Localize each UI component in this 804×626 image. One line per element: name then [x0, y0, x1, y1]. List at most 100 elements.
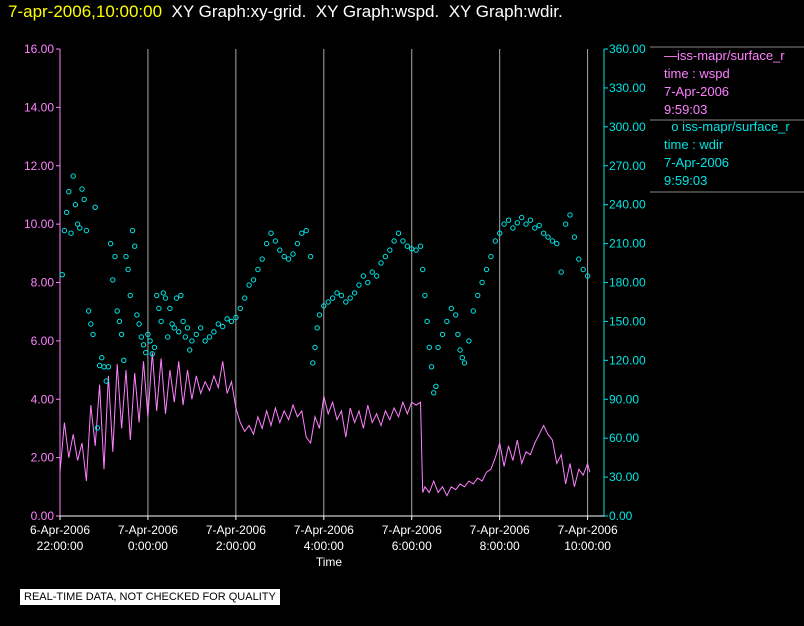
wdir-data-point — [184, 325, 191, 331]
left-axis-tick-label: 10.00 — [24, 217, 54, 231]
wdir-data-point — [107, 240, 114, 247]
wdir-data-point — [365, 279, 371, 286]
x-axis-tick-label-date: 7-Apr-2006 — [118, 523, 178, 537]
legend-wspd-series: —iss-mapr/surface_r — [664, 47, 804, 65]
wdir-data-point — [501, 221, 507, 227]
wdir-data-point — [505, 217, 512, 223]
x-axis-tick-label-time: 4:00:00 — [304, 539, 344, 553]
wdir-data-point — [138, 334, 145, 340]
wdir-data-point — [343, 299, 349, 305]
right-axis-tick-label: 30.00 — [609, 470, 639, 484]
wdir-data-point — [132, 243, 138, 249]
wdir-data-point — [536, 222, 542, 229]
right-axis-tick-label: 0.00 — [609, 509, 633, 523]
wdir-data-point — [314, 325, 320, 331]
wdir-data-point — [580, 266, 586, 273]
legend-line-marker: — — [664, 48, 677, 63]
wdir-data-point — [395, 230, 402, 236]
left-axis-tick-label: 8.00 — [31, 276, 55, 290]
wdir-data-point — [391, 238, 397, 244]
wdir-data-point — [334, 290, 340, 296]
wdir-data-point — [369, 269, 375, 275]
wdir-data-point — [325, 299, 331, 305]
wdir-data-point — [121, 357, 127, 363]
wdir-data-point — [237, 305, 244, 312]
wdir-data-point — [338, 292, 345, 299]
wdir-data-point — [154, 292, 160, 299]
wdir-data-point — [519, 214, 525, 221]
wdir-data-point — [400, 238, 406, 244]
wdir-data-point — [178, 292, 184, 299]
legend-wdir-date: 7-Apr-2006 — [664, 155, 730, 170]
wdir-data-point — [497, 230, 503, 236]
wdir-data-point — [567, 212, 573, 218]
wdir-data-point — [584, 273, 591, 279]
legend-wspd: —iss-mapr/surface_r time : wspd 7-Apr-20… — [664, 47, 804, 119]
wdir-data-point — [294, 240, 301, 247]
wdir-data-point — [145, 331, 151, 338]
wdir-data-point — [193, 331, 200, 338]
wdir-data-point — [233, 314, 239, 321]
wdir-data-point — [112, 253, 118, 260]
wdir-data-point — [90, 331, 96, 338]
wdir-data-point — [211, 329, 217, 335]
wdir-data-point — [169, 321, 175, 327]
wdir-data-point — [125, 266, 131, 273]
wdir-data-point — [114, 308, 120, 314]
wdir-data-point — [272, 238, 279, 244]
wdir-data-point — [527, 217, 534, 223]
wdir-data-point — [455, 331, 461, 338]
wdir-data-point — [316, 312, 323, 318]
wdir-data-point — [310, 360, 316, 366]
wdir-data-point — [68, 230, 74, 236]
wdir-data-point — [303, 227, 309, 234]
wdir-data-point — [180, 318, 186, 325]
wdir-data-point — [250, 277, 257, 283]
right-axis-tick-label: 330.00 — [609, 81, 646, 95]
wdir-data-point — [428, 364, 435, 370]
wdir-data-point — [118, 331, 125, 338]
wdir-data-point — [206, 334, 213, 340]
wdir-data-point — [110, 277, 116, 283]
wdir-data-point — [558, 269, 564, 275]
wdir-data-point — [136, 321, 142, 327]
wdir-data-point — [281, 253, 287, 260]
wdir-data-point — [79, 186, 85, 192]
left-axis-tick-label: 12.00 — [24, 159, 54, 173]
wdir-data-point — [134, 312, 140, 318]
header-title: 7-apr-2006,10:00:00 XY Graph:xy-grid. XY… — [8, 2, 563, 22]
legend-point-marker: o — [671, 119, 679, 134]
wdir-data-point — [431, 390, 437, 396]
graph-label-wdir: XY Graph:wdir. — [448, 2, 563, 21]
wdir-data-point — [312, 344, 318, 351]
wdir-data-point — [143, 349, 149, 356]
wdir-data-point — [103, 378, 109, 384]
wdir-data-point — [285, 256, 292, 262]
wdir-data-point — [85, 308, 92, 314]
wdir-data-point — [448, 305, 454, 312]
wdir-data-point — [433, 383, 439, 389]
wdir-data-point — [202, 338, 208, 344]
wdir-data-point — [59, 272, 65, 278]
right-axis-tick-label: 120.00 — [609, 353, 646, 367]
wdir-data-point — [417, 243, 424, 249]
wdir-data-point — [356, 282, 362, 288]
wdir-data-point — [470, 308, 476, 314]
wdir-data-point — [147, 338, 153, 344]
wdir-data-point — [382, 253, 389, 260]
wdir-data-point — [165, 334, 171, 340]
legend-wdir: o iss-mapr/surface_r time : wdir 7-Apr-2… — [664, 118, 804, 190]
wdir-data-point — [404, 243, 410, 249]
wdir-data-point — [94, 425, 101, 431]
wdir-data-point — [571, 234, 578, 240]
wdir-data-point — [246, 282, 252, 288]
wdir-data-point — [488, 253, 494, 260]
x-axis-tick-label-date: 6-Apr-2006 — [30, 523, 90, 537]
wdir-data-point — [129, 227, 136, 234]
wdir-data-point — [424, 318, 430, 325]
wdir-data-point — [360, 273, 367, 279]
wdir-data-point — [99, 355, 105, 361]
right-axis-tick-label: 240.00 — [609, 198, 646, 212]
wdir-data-point — [492, 238, 498, 244]
wdir-data-point — [422, 292, 428, 299]
